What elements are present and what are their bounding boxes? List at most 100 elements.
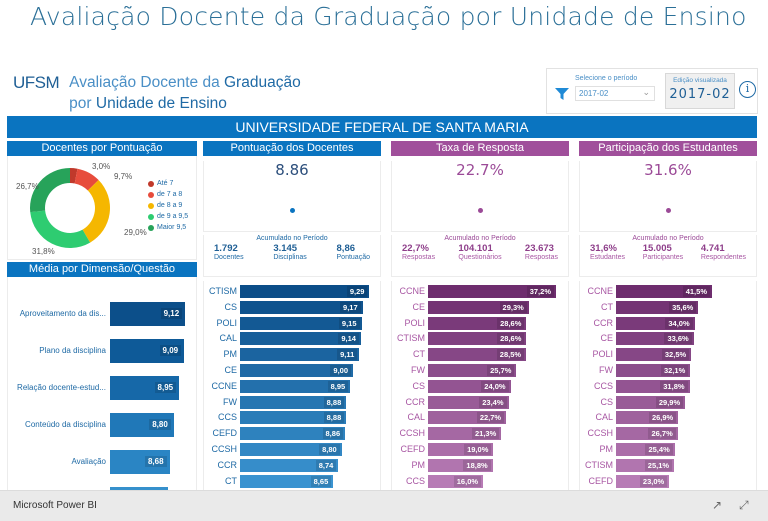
- unit-bar-row[interactable]: CT 8,65: [204, 474, 380, 488]
- dimension-bar[interactable]: 9,12: [110, 302, 186, 326]
- unit-bar[interactable]: 21,3%: [428, 427, 502, 441]
- unit-bar[interactable]: 9,14: [240, 332, 361, 346]
- unit-bar-row[interactable]: CS 9,17: [204, 300, 380, 314]
- legend-item[interactable]: Maior 9,5: [148, 222, 188, 233]
- unit-bar-row[interactable]: CCSH 26,7%: [580, 427, 756, 441]
- unit-bar-row[interactable]: POLI 9,15: [204, 316, 380, 330]
- unit-bar[interactable]: 31,8%: [616, 379, 690, 393]
- info-icon[interactable]: i: [739, 81, 756, 98]
- unit-bar-row[interactable]: CCSH 8,80: [204, 443, 380, 456]
- unit-bar[interactable]: 28,6%: [428, 332, 527, 346]
- unit-bar[interactable]: 8,88: [240, 395, 347, 409]
- unit-bar-row[interactable]: CEFD 19,0%: [392, 443, 568, 456]
- unit-bar[interactable]: 23,4%: [428, 395, 509, 409]
- unit-bar[interactable]: 28,6%: [428, 316, 527, 330]
- dimension-row[interactable]: Avaliação 8,68: [8, 450, 198, 474]
- unit-bar[interactable]: 32,1%: [616, 364, 691, 377]
- unit-bar-row[interactable]: CTISM 25,1%: [580, 458, 756, 472]
- unit-bar-row[interactable]: CAL 22,7%: [392, 411, 568, 425]
- unit-bar[interactable]: 8,65: [240, 474, 334, 488]
- unit-bar[interactable]: 24,0%: [428, 379, 511, 393]
- unit-bar[interactable]: 8,74: [240, 458, 339, 472]
- unit-bar-row[interactable]: CCS 8,88: [204, 411, 380, 425]
- unit-bar-row[interactable]: CCR 8,74: [204, 458, 380, 472]
- dimension-row[interactable]: Relação docente-estud... 8,95: [8, 376, 198, 400]
- unit-bar-row[interactable]: CCSH 21,3%: [392, 427, 568, 441]
- unit-bar-row[interactable]: CAL 26,9%: [580, 411, 756, 425]
- unit-bar[interactable]: 34,0%: [616, 316, 695, 330]
- legend-item[interactable]: de 7 a 8: [148, 189, 188, 200]
- donut-slice[interactable]: [30, 210, 91, 248]
- unit-bar-row[interactable]: CT 35,6%: [580, 300, 756, 314]
- unit-bar[interactable]: 8,86: [240, 427, 346, 441]
- unit-bar[interactable]: 9,00: [240, 364, 354, 377]
- unit-bar-row[interactable]: CS 24,0%: [392, 379, 568, 393]
- unit-bar-row[interactable]: CTISM 9,29: [204, 285, 380, 298]
- unit-bar[interactable]: 9,15: [240, 316, 362, 330]
- unit-bar[interactable]: 8,88: [240, 411, 347, 425]
- unit-bar[interactable]: 41,5%: [616, 285, 712, 298]
- unit-bar-row[interactable]: CE 9,00: [204, 364, 380, 377]
- unit-bar-row[interactable]: CE 33,6%: [580, 332, 756, 346]
- unit-bar-row[interactable]: CEFD 23,0%: [580, 474, 756, 488]
- unit-bar[interactable]: 37,2%: [428, 285, 556, 298]
- unit-bar-row[interactable]: CCNE 37,2%: [392, 285, 568, 298]
- dimension-bar[interactable]: 9,09: [110, 339, 185, 363]
- fullscreen-icon[interactable]: ⤢: [739, 498, 749, 512]
- unit-bar[interactable]: 8,80: [240, 443, 342, 456]
- unit-bar-row[interactable]: CCS 31,8%: [580, 379, 756, 393]
- unit-bar[interactable]: 33,6%: [616, 332, 694, 346]
- unit-bar-row[interactable]: CAL 9,14: [204, 332, 380, 346]
- dimension-row[interactable]: Conteúdo da disciplina 8,80: [8, 413, 198, 437]
- unit-bar[interactable]: 23,0%: [616, 474, 670, 488]
- unit-bar-row[interactable]: POLI 28,6%: [392, 316, 568, 330]
- unit-bar-row[interactable]: FW 32,1%: [580, 364, 756, 377]
- legend-item[interactable]: de 9 a 9,5: [148, 211, 188, 222]
- dimension-bar[interactable]: 8,80: [110, 413, 174, 437]
- donut-slice[interactable]: [74, 168, 99, 191]
- dimension-bar[interactable]: 8,95: [110, 376, 180, 400]
- period-select[interactable]: 2017-02 ⌄: [575, 86, 655, 101]
- unit-bar-row[interactable]: CCNE 8,95: [204, 379, 380, 393]
- unit-bar[interactable]: 9,11: [240, 348, 360, 362]
- unit-bar-row[interactable]: POLI 32,5%: [580, 348, 756, 362]
- donut-slice[interactable]: [30, 168, 70, 213]
- unit-bar[interactable]: 18,8%: [428, 458, 493, 472]
- unit-bar-row[interactable]: CCR 34,0%: [580, 316, 756, 330]
- unit-bar[interactable]: 9,17: [240, 300, 363, 314]
- unit-bar[interactable]: 25,1%: [616, 458, 675, 472]
- unit-bar[interactable]: 22,7%: [428, 411, 507, 425]
- unit-bar-row[interactable]: CTISM 28,6%: [392, 332, 568, 346]
- unit-bar-row[interactable]: CCR 23,4%: [392, 395, 568, 409]
- unit-bar[interactable]: 8,95: [240, 379, 351, 393]
- unit-bar-row[interactable]: FW 8,88: [204, 395, 380, 409]
- legend-item[interactable]: Até 7: [148, 178, 188, 189]
- unit-bar-row[interactable]: PM 18,8%: [392, 458, 568, 472]
- unit-bar-row[interactable]: CE 29,3%: [392, 300, 568, 314]
- unit-bar[interactable]: 26,9%: [616, 411, 679, 425]
- donut-slice[interactable]: [82, 180, 110, 243]
- legend-item[interactable]: de 8 a 9: [148, 200, 188, 211]
- donut-slice[interactable]: [70, 168, 78, 184]
- unit-bar-row[interactable]: PM 25,4%: [580, 443, 756, 456]
- dimension-row[interactable]: Plano da disciplina 9,09: [8, 339, 198, 363]
- unit-bar-row[interactable]: PM 9,11: [204, 348, 380, 362]
- unit-bar[interactable]: 29,9%: [616, 395, 686, 409]
- unit-bar-row[interactable]: CCS 16,0%: [392, 474, 568, 488]
- unit-bar[interactable]: 25,7%: [428, 364, 517, 377]
- unit-bar[interactable]: 32,5%: [616, 348, 692, 362]
- share-icon[interactable]: ↗: [712, 498, 723, 512]
- unit-bar[interactable]: 29,3%: [428, 300, 529, 314]
- unit-bar-row[interactable]: CT 28,5%: [392, 348, 568, 362]
- unit-bar[interactable]: 16,0%: [428, 474, 484, 488]
- unit-bar[interactable]: 26,7%: [616, 427, 678, 441]
- unit-bar[interactable]: 35,6%: [616, 300, 699, 314]
- dimension-row[interactable]: Aproveitamento da dis... 9,12: [8, 302, 198, 326]
- unit-bar[interactable]: 19,0%: [428, 443, 494, 456]
- unit-bar-row[interactable]: CEFD 8,86: [204, 427, 380, 441]
- unit-bar[interactable]: 9,29: [240, 285, 370, 298]
- unit-bar-row[interactable]: CS 29,9%: [580, 395, 756, 409]
- unit-bar-row[interactable]: CCNE 41,5%: [580, 285, 756, 298]
- unit-bar[interactable]: 28,5%: [428, 348, 527, 362]
- unit-bar-row[interactable]: FW 25,7%: [392, 364, 568, 377]
